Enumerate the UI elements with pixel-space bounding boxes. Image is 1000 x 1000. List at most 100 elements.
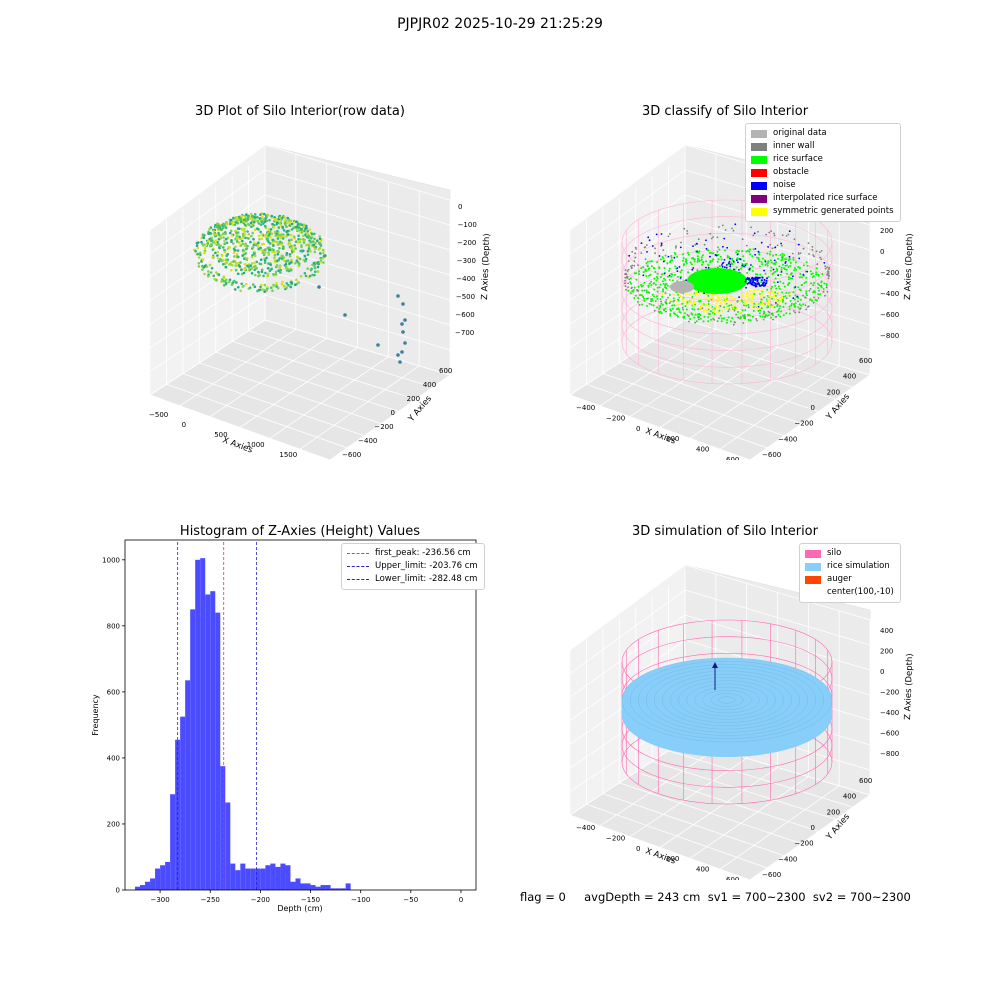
plot4-y-tick-label: 400 <box>843 793 856 801</box>
plot1-point <box>280 282 284 286</box>
plot2-noise-point <box>722 245 724 248</box>
plot1-point <box>221 226 225 230</box>
histogram-x-tick-label: 0 <box>459 896 463 904</box>
plot2-rice-point <box>661 273 664 276</box>
plot2-rice-point <box>752 315 755 318</box>
plot1-point <box>241 248 245 252</box>
plot2-symmetric-point <box>751 305 754 308</box>
plot2-symmetric-point <box>707 306 710 310</box>
plot1-point <box>294 247 297 250</box>
plot2-rice-point <box>789 312 791 315</box>
plot2-noise-point <box>756 278 758 281</box>
plot1-point <box>305 224 308 228</box>
plot1-point <box>253 216 257 219</box>
plot1-point <box>223 248 226 252</box>
plot1-point <box>279 268 282 272</box>
plot2-wall-point <box>731 227 733 230</box>
plot2-rice-point <box>802 264 805 267</box>
plot1-point <box>281 247 285 250</box>
plot1-point <box>239 237 242 241</box>
plot1-point <box>201 258 205 261</box>
histogram-bar <box>300 883 306 890</box>
plot2-wall-point <box>634 246 637 249</box>
plot2-wall-point <box>680 241 682 244</box>
plot2-symmetric-point <box>715 305 718 308</box>
plot1-point <box>253 254 257 258</box>
plot1-z-tick-label: −100 <box>458 221 477 229</box>
plot1-point <box>262 218 266 221</box>
plot2-wall-point <box>626 275 629 278</box>
plot2-rice-point <box>645 262 648 265</box>
plot2-wall-point <box>773 232 775 235</box>
plot2-rice-point <box>786 283 789 286</box>
plot2-noise-point <box>691 268 694 271</box>
plot2-rice-point <box>817 287 820 289</box>
histogram-bar <box>165 861 171 890</box>
plot2-rice-point <box>651 293 654 296</box>
plot2-symmetric-point <box>719 301 722 304</box>
plot2-y-tick-label: −400 <box>778 435 797 443</box>
plot2-symmetric-point <box>739 311 742 314</box>
plot2-noise-point <box>667 255 670 258</box>
plot2-rice-point <box>820 286 823 289</box>
plot1-point <box>242 234 245 237</box>
plot4-y-tick-label: 0 <box>811 824 815 832</box>
plot1-point <box>221 232 225 236</box>
plot2-rice-point <box>684 305 687 308</box>
plot1-point <box>223 250 227 254</box>
histogram-y-tick-label: 0 <box>116 887 120 895</box>
plot1-point <box>247 237 250 240</box>
plot1-point <box>241 228 244 232</box>
plot1-y-tick-label: −400 <box>358 437 377 445</box>
plot2-rice-point <box>758 265 761 268</box>
plot2-rice-point <box>690 263 693 266</box>
plot1-point <box>257 274 260 278</box>
plot2-rice-point <box>773 281 776 284</box>
plot2-symmetric-point <box>732 305 735 308</box>
plot2-noise-point <box>736 259 738 262</box>
plot2-wall-point <box>665 310 667 313</box>
plot2-noise-point <box>749 280 752 283</box>
plot2-rice-point <box>756 273 759 276</box>
plot2-rice-point <box>774 291 777 294</box>
plot1-point <box>278 247 281 250</box>
plot1-point <box>245 220 248 223</box>
plot2-noise-point <box>755 276 758 279</box>
plot1-point <box>230 260 233 264</box>
plot2-rice-point <box>758 260 761 263</box>
plot2-wall-point <box>811 248 814 251</box>
plot2-wall-point <box>747 306 750 309</box>
plot2-wall-point <box>713 318 715 321</box>
plot2-rice-point <box>659 306 662 308</box>
histogram-bar <box>345 883 351 890</box>
plot1-point <box>246 244 249 248</box>
plot2-rice-point <box>726 255 729 257</box>
plot2-symmetric-point <box>725 296 728 299</box>
plot2-rice-point <box>674 313 677 316</box>
plot2-rice-point <box>769 269 772 272</box>
plot2-rice-point <box>651 299 654 302</box>
plot2-symmetric-point <box>726 304 729 307</box>
plot2-zlabel: Z Axies (Depth) <box>903 233 915 300</box>
plot2-rice-point <box>671 259 673 262</box>
plot2-noise-point <box>734 223 737 226</box>
plot2-legend-label: obstacle <box>773 167 809 177</box>
plot2-rice-point <box>669 261 672 264</box>
plot2-symmetric-point <box>699 307 702 310</box>
plot2-legend-swatch <box>751 129 767 138</box>
plot1-point <box>277 233 281 237</box>
plot2-rice-point <box>661 288 664 291</box>
histogram-bar <box>150 878 156 890</box>
plot2-rice-point <box>683 312 686 315</box>
plot2-rice-point <box>629 292 632 295</box>
plot1-point <box>252 243 256 247</box>
plot2-rice-point <box>645 269 648 272</box>
plot1-point <box>216 254 219 257</box>
plot2-noise-point <box>738 269 740 271</box>
rice-simulation-mesh <box>710 693 744 707</box>
plot2-legend-swatch <box>751 194 767 203</box>
plot1-point <box>259 213 262 216</box>
plot2-rice-point <box>701 263 703 266</box>
plot1-point <box>212 256 215 260</box>
plot2-noise-point <box>709 255 711 258</box>
